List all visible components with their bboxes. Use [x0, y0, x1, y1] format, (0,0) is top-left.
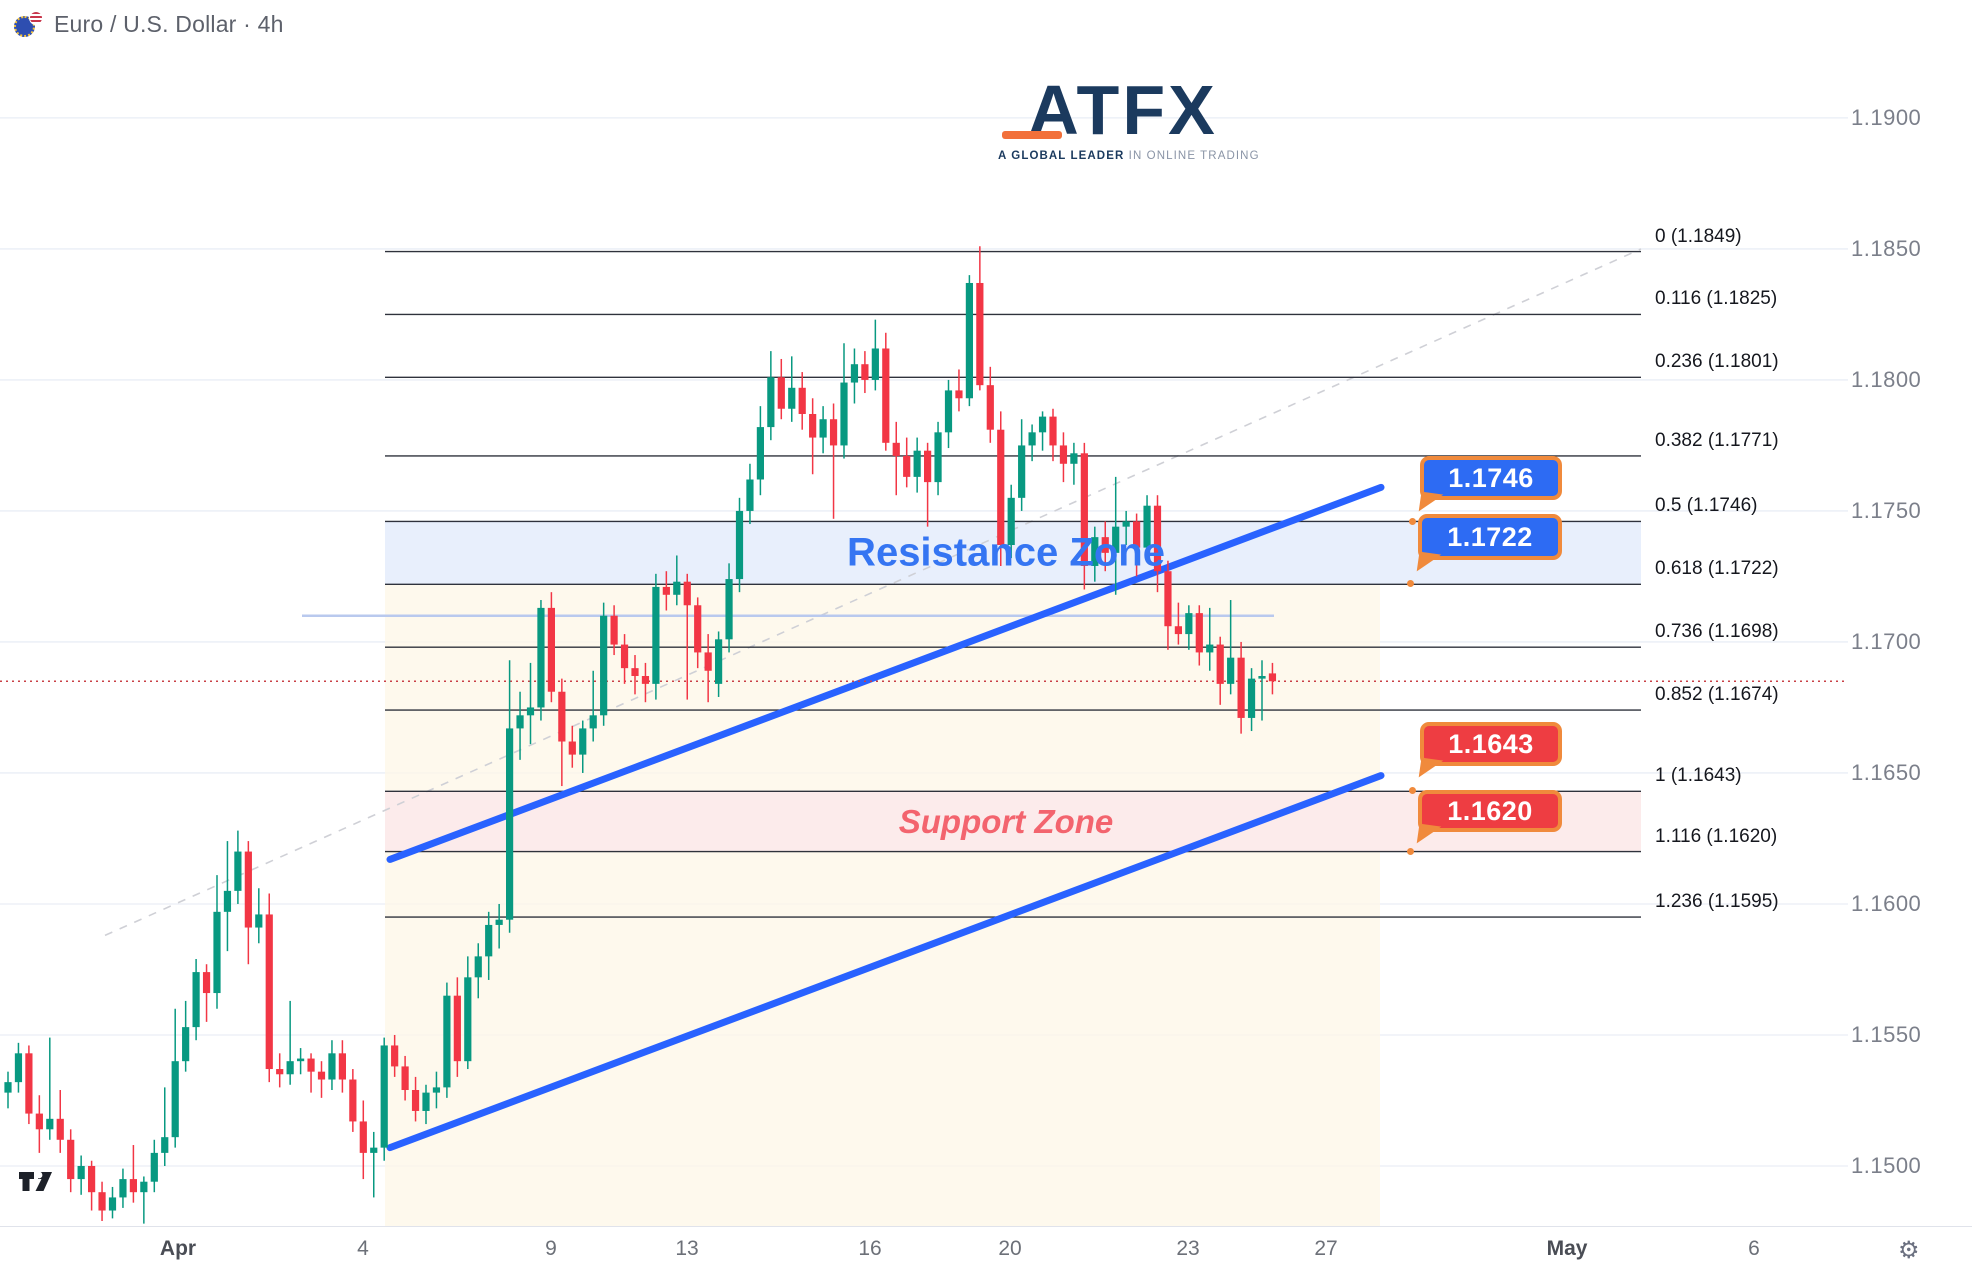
callout-tail	[1416, 551, 1442, 575]
price-tick-1.1750: 1.1750	[1851, 497, 1922, 523]
time-tick-May: May	[1546, 1237, 1588, 1260]
callout-anchor-dot	[1409, 787, 1416, 794]
time-tick-27: 27	[1314, 1237, 1338, 1260]
price-axis[interactable]: 1.1900 1.1850 1.1800 1.1750 1.1700 1.1650 1.16…	[1845, 0, 1972, 1226]
callout-anchor-dot	[1407, 848, 1414, 855]
callout-tail	[1416, 823, 1442, 847]
fib-label-0.382: 0.382 (1.1771)	[1655, 429, 1779, 451]
atfx-orange-bar	[1002, 131, 1062, 139]
callout-tail	[1418, 491, 1444, 515]
time-tick-6: 6	[1748, 1237, 1760, 1260]
time-tick-23: 23	[1176, 1237, 1200, 1260]
lower-channel-trendline	[386, 772, 1385, 1152]
eurusd-flag-icon	[14, 11, 44, 37]
time-axis[interactable]: Apr 4 9 13 16 20 23 27 May 6	[0, 1226, 1972, 1279]
resistance-zone-label: Resistance Zone	[847, 530, 1165, 575]
atfx-logo: ATFX A GLOBAL LEADER IN ONLINE TRADING	[998, 74, 1260, 162]
price-callout-1.1620[interactable]: 1.1620	[1416, 790, 1562, 847]
fib-label-0.5: 0.5 (1.1746)	[1655, 495, 1758, 517]
callout-anchor-dot	[1407, 580, 1414, 587]
price-tick-1.1900: 1.1900	[1851, 104, 1922, 130]
time-tick-9: 9	[545, 1237, 557, 1260]
price-callout-1.1643[interactable]: 1.1643	[1418, 722, 1562, 781]
callout-anchor-dot	[1409, 518, 1416, 525]
callout-tail	[1418, 757, 1444, 781]
price-tick-1.1650: 1.1650	[1851, 759, 1922, 785]
time-tick-4: 4	[357, 1237, 369, 1260]
fib-label-0.736: 0.736 (1.1698)	[1655, 621, 1779, 643]
fib-label-1.116: 1.116 (1.1620)	[1655, 825, 1778, 847]
support-zone-label: Support Zone	[898, 803, 1114, 840]
price-tick-1.1500: 1.1500	[1851, 1152, 1922, 1178]
price-tick-1.1550: 1.1550	[1851, 1021, 1922, 1047]
fib-label-1.236: 1.236 (1.1595)	[1655, 891, 1779, 913]
price-callout-1.1722[interactable]: 1.1722	[1416, 514, 1562, 575]
symbol-title: Euro / U.S. Dollar · 4h	[54, 10, 284, 37]
atfx-tagline: A GLOBAL LEADER IN ONLINE TRADING	[998, 150, 1260, 162]
time-tick-Apr: Apr	[159, 1237, 197, 1260]
price-tick-1.1800: 1.1800	[1851, 366, 1922, 392]
fib-label-0: 0 (1.1849)	[1655, 225, 1742, 247]
price-tick-1.1700: 1.1700	[1851, 628, 1922, 654]
price-tick-1.1850: 1.1850	[1851, 235, 1922, 261]
upper-channel-trendline	[386, 483, 1385, 863]
tradingview-logo-icon[interactable]	[18, 1170, 68, 1194]
price-callout-1.1746[interactable]: 1.1746	[1418, 456, 1562, 515]
fib-label-1: 1 (1.1643)	[1655, 765, 1742, 787]
time-tick-20: 20	[998, 1237, 1022, 1260]
time-tick-13: 13	[675, 1237, 699, 1260]
symbol-header[interactable]: Euro / U.S. Dollar · 4h	[14, 8, 284, 40]
atfx-wordmark: ATFX	[998, 74, 1248, 146]
candlestick-series	[4, 246, 1277, 1224]
gear-icon[interactable]: ⚙	[1898, 1236, 1920, 1264]
fib-label-0.852: 0.852 (1.1674)	[1655, 684, 1779, 706]
time-tick-16: 16	[858, 1237, 882, 1260]
fib-label-0.618: 0.618 (1.1722)	[1655, 558, 1779, 580]
fib-label-0.236: 0.236 (1.1801)	[1655, 351, 1779, 373]
fib-label-0.116: 0.116 (1.1825)	[1655, 288, 1778, 310]
price-tick-1.1600: 1.1600	[1851, 890, 1922, 916]
